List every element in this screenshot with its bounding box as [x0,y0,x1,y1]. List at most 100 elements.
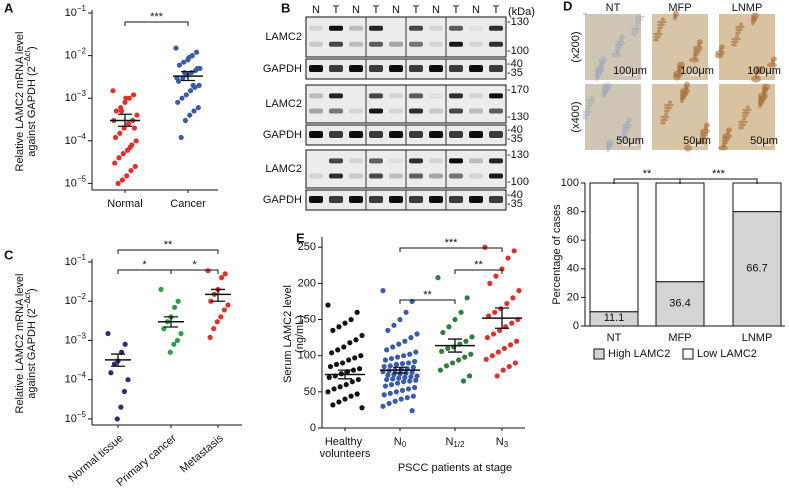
data-point [354,309,360,315]
ihc-texture [731,43,737,47]
data-point [181,59,187,65]
data-point [506,363,512,370]
error-bar [338,369,352,380]
blot-band [469,158,483,164]
blot-row-label: GAPDH [263,129,302,141]
panel-label: D [563,0,572,13]
data-point [333,361,340,367]
y-tick-label: 150 [298,313,316,325]
data-point [409,369,415,375]
y-tick-label: 40 [567,263,579,275]
data-point [401,379,407,385]
ihc-texture [735,31,741,35]
lane-label: N [432,4,440,16]
ihc-texture [622,123,632,129]
data-point [110,88,116,94]
y-axis-label: Relative LAMC2 mRNA level [14,32,26,172]
significance-bracket [170,269,219,274]
y-tick-label: 10−3 [65,89,87,104]
data-point [359,332,365,339]
data-point [505,255,511,261]
data-point [125,121,132,127]
marker-label: -170 [507,84,529,96]
blot-band [429,41,443,47]
data-point [414,373,420,379]
ihc-texture [742,117,746,121]
ihc-texture [660,115,670,119]
column-label: LNMP [732,2,763,14]
scale-bar-label: 50μm [683,135,711,147]
data-point [182,117,189,124]
ihc-texture [586,101,594,105]
data-point [123,95,129,101]
ihc-texture [739,22,743,26]
data-point [393,389,399,395]
y-axis-label-sup: −Δct [23,291,32,308]
ihc-texture [742,111,750,115]
ihc-texture [664,109,670,113]
lane-label: N [472,4,480,16]
ihc-texture [595,68,603,76]
x-tick-label: Normal [107,198,142,210]
data-point [337,384,343,390]
data-point [208,298,214,304]
significance-label: ** [643,168,652,180]
blot-band [449,196,463,203]
ihc-texture [586,107,590,111]
legend-label: Low LAMC2 [697,348,757,360]
ihc-texture [602,85,610,93]
blot-band [489,65,503,72]
ihc-texture [619,37,623,43]
blot-band [489,196,503,203]
blot-band [349,196,363,203]
data-point [396,341,402,347]
y-axis-label: Relative LAMC2 mRNA level [14,274,26,414]
data-point [218,275,225,281]
marker-label: -100 [507,176,529,188]
blot-row-label: LAMC2 [265,163,302,175]
data-point [359,405,365,411]
ihc-texture [626,120,630,126]
blot-row-label: GAPDH [263,194,302,206]
significance-label: ** [164,239,173,251]
data-point [405,360,412,366]
data-point [385,372,391,378]
x-tick-label: N1/2 [445,436,465,449]
data-point [439,348,445,354]
error-bar [211,288,225,302]
data-point [408,335,414,341]
data-point [343,382,349,388]
ihc-texture [622,129,628,135]
significance-label: *** [712,168,726,180]
x-tick-label: N0 [394,436,407,449]
blot-band [329,41,343,47]
ihc-texture [653,35,661,39]
data-point [390,376,396,382]
data-point [392,398,398,404]
blot-band [349,25,363,31]
blot-band [329,131,343,138]
data-point [401,353,407,359]
blot-band [429,25,443,31]
blot-band [489,158,503,164]
data-point [336,324,342,330]
y-tick-label: 100 [561,177,579,189]
ihc-texture [586,98,596,102]
blot-band [429,65,443,72]
data-point [460,378,467,384]
data-point [409,408,415,414]
data-point [413,349,419,355]
ihc-texture [653,38,659,42]
y-axis-label-part: against GAPDH (2 [26,308,38,398]
data-point [190,82,196,88]
blot-band [409,158,423,164]
data-point [380,403,386,409]
data-point [207,334,213,340]
blot-band [409,93,423,99]
lane-label: T [373,4,380,16]
data-point [456,357,462,363]
scale-bar-label: 100μm [613,65,647,77]
blot-band [489,93,503,99]
